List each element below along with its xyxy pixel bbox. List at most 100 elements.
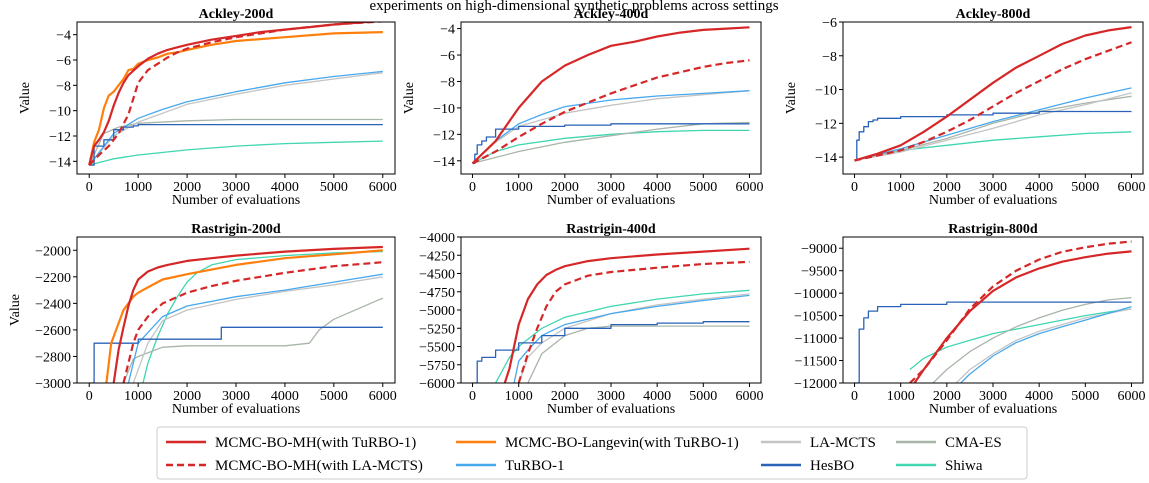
y-tick-label: −4500 xyxy=(419,268,455,283)
series-line-hesbo xyxy=(89,123,383,166)
plot-frame xyxy=(842,21,1144,175)
y-tick-label: −12000 xyxy=(794,377,837,392)
y-tick-label: −2000 xyxy=(35,244,71,259)
x-tick-label: 3000 xyxy=(222,180,250,195)
y-axis-label: Value xyxy=(784,82,799,114)
series-line-mcmc-bo-langevin-with-turbo-1- xyxy=(105,249,383,383)
series-line-cma-es xyxy=(88,118,383,166)
y-tick-label: −10 xyxy=(49,105,71,120)
series-line-mcmc-bo-mh-with-la-mcts- xyxy=(471,59,750,165)
y-tick-label: −10 xyxy=(815,84,837,99)
series-group xyxy=(471,26,750,165)
x-tick-label: 3000 xyxy=(597,180,625,195)
x-tick-label: 1000 xyxy=(505,389,533,404)
y-tick-label: −3000 xyxy=(35,377,71,392)
legend-item: MCMC-BO-MH(with TuRBO-1) xyxy=(166,435,416,451)
y-tick-label: −4000 xyxy=(419,231,455,246)
x-tick-label: 0 xyxy=(469,180,476,195)
x-axis-label: Number of evaluations xyxy=(929,193,1057,208)
chart-title: Rastrigin-800d xyxy=(948,222,1038,237)
y-axis-label: Value xyxy=(402,82,417,114)
x-tick-label: 0 xyxy=(851,180,858,195)
x-tick-label: 5000 xyxy=(1071,180,1099,195)
series-line-mcmc-bo-mh-with-la-mcts- xyxy=(122,261,383,383)
legend-item: HesBO xyxy=(761,458,854,474)
series-line-mcmc-bo-mh-with-la-mcts- xyxy=(909,240,1132,383)
x-tick-label: 2000 xyxy=(173,180,201,195)
y-tick-label: −10000 xyxy=(794,287,837,302)
series-group xyxy=(854,26,1132,162)
series-line-shiwa xyxy=(909,308,1132,371)
y-tick-label: −8 xyxy=(822,50,837,65)
caption-fragment: experiments on high-dimensional syntheti… xyxy=(369,0,778,14)
series-line-mcmc-bo-mh-with-la-mcts- xyxy=(517,260,750,383)
series-line-cma-es xyxy=(122,297,384,383)
y-tick-label: −12 xyxy=(49,130,71,145)
y-tick-label: −6 xyxy=(440,49,455,64)
legend-label: MCMC-BO-MH(with LA-MCTS) xyxy=(215,458,423,474)
y-tick-label: −6000 xyxy=(419,377,455,392)
y-axis-label: Value xyxy=(8,294,23,326)
series-group xyxy=(854,240,1132,383)
series-line-mcmc-bo-langevin-with-turbo-1- xyxy=(88,31,383,166)
x-tick-label: 5000 xyxy=(1071,389,1099,404)
x-tick-label: 6000 xyxy=(369,389,397,404)
series-line-la-mcts xyxy=(955,308,1132,383)
series-line-la-mcts xyxy=(518,293,750,383)
series-line-hesbo xyxy=(89,326,383,383)
series-line-cma-es xyxy=(527,325,750,383)
series-line-la-mcts xyxy=(472,90,750,164)
legend-label: CMA-ES xyxy=(945,435,1002,451)
x-tick-label: 3000 xyxy=(222,389,250,404)
x-tick-label: 0 xyxy=(86,389,93,404)
y-axis-label: Value xyxy=(18,82,33,114)
y-tick-label: −12 xyxy=(815,117,837,132)
x-tick-label: 6000 xyxy=(1117,389,1145,404)
series-group xyxy=(472,247,750,383)
legend-item: Shiwa xyxy=(896,458,983,474)
x-tick-label: 5000 xyxy=(689,389,717,404)
legend-label: MCMC-BO-Langevin(with TuRBO-1) xyxy=(505,435,739,451)
plot-frame xyxy=(76,21,396,175)
x-tick-label: 6000 xyxy=(735,180,763,195)
x-axis-label: Number of evaluations xyxy=(172,402,300,417)
y-tick-label: −2800 xyxy=(35,350,71,365)
x-tick-label: 1000 xyxy=(505,180,533,195)
plot-frame xyxy=(842,236,1144,384)
series-line-mcmc-bo-mh-with-turbo-1- xyxy=(503,247,750,383)
series-line-hesbo xyxy=(472,321,750,383)
y-tick-label: −8 xyxy=(56,79,71,94)
legend-label: TuRBO-1 xyxy=(505,458,564,474)
series-line-mcmc-bo-mh-with-turbo-1- xyxy=(112,245,383,383)
y-tick-label: −10500 xyxy=(794,310,837,325)
series-line-hesbo xyxy=(854,301,1132,383)
legend-label: MCMC-BO-MH(with TuRBO-1) xyxy=(215,435,416,451)
series-group xyxy=(88,22,383,166)
x-tick-label: 2000 xyxy=(933,389,961,404)
series-line-mcmc-bo-mh-with-turbo-1- xyxy=(471,26,750,165)
series-line-la-mcts xyxy=(88,72,383,166)
legend-item: TuRBO-1 xyxy=(456,458,564,474)
y-tick-label: −5750 xyxy=(419,359,455,374)
series-line-shiwa xyxy=(89,140,383,166)
y-tick-label: −9000 xyxy=(801,242,837,257)
y-tick-label: −4 xyxy=(440,23,455,38)
series-line-la-mcts xyxy=(854,92,1132,162)
chart-panel-2: 0 1000 2000 3000 4000 5000 6000 −14 −12 −10 −8 −6 −4… xyxy=(402,7,763,208)
y-tick-label: −14 xyxy=(433,155,455,170)
chart-title: Rastrigin-400d xyxy=(566,222,656,237)
legend-box xyxy=(156,426,1028,480)
x-tick-label: 5000 xyxy=(320,389,348,404)
series-line-hesbo xyxy=(854,110,1132,162)
legend-label: Shiwa xyxy=(945,458,983,474)
x-tick-label: 4000 xyxy=(271,389,299,404)
y-tick-label: −10 xyxy=(433,102,455,117)
x-tick-label: 6000 xyxy=(1117,180,1145,195)
series-line-la-mcts xyxy=(132,276,383,383)
chart-title: Rastrigin-200d xyxy=(191,222,281,237)
x-tick-label: 4000 xyxy=(1025,180,1053,195)
y-tick-label: −14 xyxy=(815,151,837,166)
series-line-mcmc-bo-mh-with-turbo-1- xyxy=(854,26,1132,162)
y-tick-label: −2600 xyxy=(35,324,71,339)
